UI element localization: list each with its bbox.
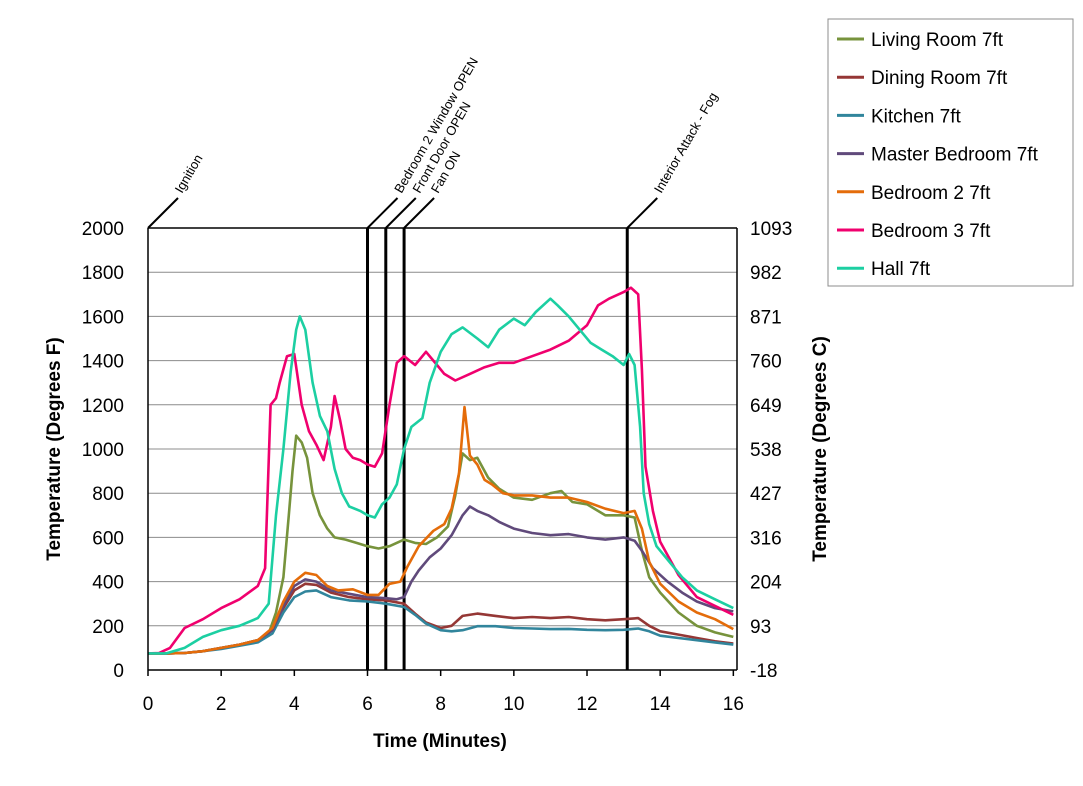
y2-tick-label: 316 — [750, 528, 782, 549]
y2-tick-label: 204 — [750, 573, 782, 594]
series-line — [148, 582, 734, 655]
y2-tick-label: 982 — [750, 263, 782, 284]
event-leader — [366, 197, 399, 229]
y-tick-label: 1000 — [82, 440, 124, 461]
series-line — [148, 589, 734, 655]
axes — [147, 227, 738, 671]
event-leader — [147, 197, 179, 229]
legend-label: Master Bedroom 7ft — [871, 145, 1039, 166]
y-axis-title-left: Temperature (Degrees F) — [44, 337, 65, 561]
event-leader — [626, 197, 658, 229]
y-tick-label: 400 — [92, 573, 124, 594]
legend-label: Bedroom 2 7ft — [871, 183, 991, 204]
x-tick-label: 0 — [143, 694, 154, 715]
series-line — [148, 434, 734, 655]
x-tick-label: 12 — [576, 694, 597, 715]
x-axis-title: Time (Minutes) — [373, 731, 507, 752]
legend-label: Hall 7ft — [871, 259, 931, 280]
y-tick-label: 600 — [92, 528, 124, 549]
series-line — [148, 297, 734, 655]
legend-label: Bedroom 3 7ft — [871, 221, 991, 242]
y-tick-label: 2000 — [82, 219, 124, 240]
series-line — [148, 505, 734, 655]
y-tick-label: 200 — [92, 617, 124, 638]
legend-box — [827, 18, 1074, 287]
x-tick-label: 14 — [650, 694, 672, 715]
y2-tick-label: 427 — [750, 484, 782, 505]
y-tick-label: 800 — [92, 484, 124, 505]
y2-tick-label: 538 — [750, 440, 782, 461]
series-lines — [147, 286, 734, 655]
x-tick-label: 10 — [503, 694, 524, 715]
legend-label: Living Room 7ft — [871, 30, 1004, 51]
event-label: Interior Attack - Fog — [651, 90, 721, 196]
event-label: Ignition — [172, 152, 206, 196]
legend-label: Dining Room 7ft — [871, 68, 1008, 89]
x-tick-label: 4 — [289, 694, 300, 715]
event-leader — [385, 197, 417, 229]
y-tick-label: 1400 — [82, 352, 124, 373]
y2-tick-label: 760 — [750, 352, 782, 373]
x-tick-label: 16 — [723, 694, 744, 715]
y-ticks-left: 0 200 400 600 800 1000 1200 1400 1600 1800 2000 — [82, 219, 124, 682]
event-leader — [403, 197, 435, 229]
legend-label: Kitchen 7ft — [871, 106, 961, 127]
gridlines — [148, 227, 737, 627]
y-tick-label: 0 — [113, 661, 124, 682]
y2-tick-label: -18 — [750, 661, 777, 682]
y2-tick-label: 871 — [750, 307, 782, 328]
legend: Living Room 7ft Dining Room 7ft Kitchen 7f… — [827, 18, 1074, 287]
series-line — [148, 405, 734, 655]
y2-tick-label: 649 — [750, 396, 782, 417]
x-tick-label: 2 — [216, 694, 227, 715]
y2-tick-label: 93 — [750, 617, 771, 638]
x-tick-label: 8 — [435, 694, 446, 715]
y-tick-label: 1800 — [82, 263, 124, 284]
x-tick-label: 6 — [362, 694, 373, 715]
y-tick-label: 1600 — [82, 307, 124, 328]
x-ticks: 0 2 4 6 8 10 12 14 16 — [143, 670, 744, 715]
y2-tick-label: 1093 — [750, 219, 792, 240]
y-tick-label: 1200 — [82, 396, 124, 417]
y-axis-title-right: Temperature (Degrees C) — [810, 336, 831, 562]
series-line — [147, 286, 734, 655]
y-ticks-right: -18 93 204 316 427 538 649 760 871 982 1093 — [750, 219, 792, 682]
